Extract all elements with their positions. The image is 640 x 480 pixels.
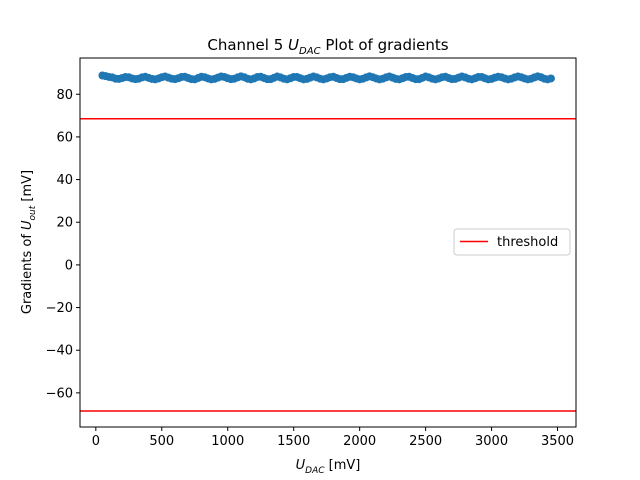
y-axis-title-var: U — [20, 220, 35, 230]
x-axis-title-suffix: [mV] — [325, 458, 361, 473]
chart-title-var-sub: DAC — [299, 46, 321, 57]
chart-title-prefix: Channel 5 — [207, 36, 288, 54]
y-tick-label: 80 — [56, 88, 73, 103]
x-tick-label: 1500 — [277, 434, 310, 449]
y-axis-title-suffix: [mV] — [20, 170, 35, 206]
legend-threshold-label: threshold — [497, 235, 558, 250]
chart-title-suffix: Plot of gradients — [321, 36, 449, 54]
chart-title: Channel 5 UDAC Plot of gradients — [207, 36, 448, 57]
legend-box — [453, 228, 571, 256]
x-tick-label: 1000 — [211, 434, 244, 449]
y-axis-title: Gradients of Uout [mV] — [20, 170, 38, 314]
scatter-series — [98, 71, 555, 84]
data-point — [546, 74, 555, 83]
y-axis-ticks: −60 −40 −20 0 20 40 60 80 — [46, 88, 80, 401]
y-tick-label: −40 — [46, 344, 73, 359]
y-tick-label: 60 — [56, 130, 73, 145]
plot-frame — [79, 57, 577, 428]
y-axis-title-var-sub: out — [28, 205, 38, 220]
chart-title-var: U — [288, 36, 299, 54]
threshold-lines — [80, 118, 576, 412]
x-axis-title-var-sub: DAC — [305, 466, 325, 476]
x-axis-title: UDAC [mV] — [296, 458, 361, 476]
y-tick-label: 0 — [65, 258, 73, 273]
legend: threshold — [453, 228, 571, 256]
y-tick-label: −60 — [46, 386, 73, 401]
y-tick-label: 20 — [56, 216, 73, 231]
x-tick-label: 3500 — [541, 434, 574, 449]
y-axis-title-prefix: Gradients of — [20, 230, 35, 314]
x-tick-label: 0 — [92, 434, 100, 449]
x-tick-label: 500 — [149, 434, 174, 449]
x-tick-label: 2000 — [343, 434, 376, 449]
x-tick-label: 2500 — [409, 434, 442, 449]
y-tick-label: −20 — [46, 301, 73, 316]
x-axis-ticks: 0 500 1000 1500 2000 2500 3000 3500 — [92, 427, 574, 449]
x-axis-title-var: U — [296, 458, 306, 473]
y-tick-label: 40 — [56, 173, 73, 188]
x-tick-label: 3000 — [475, 434, 508, 449]
